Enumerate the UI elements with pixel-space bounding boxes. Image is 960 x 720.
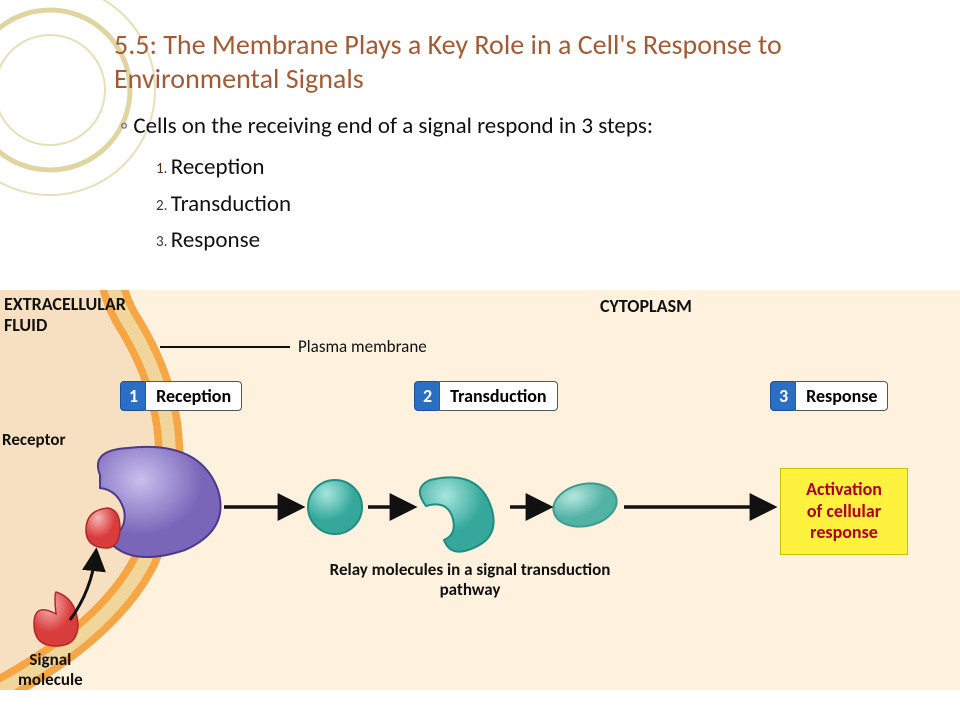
slide-title: 5.5: The Membrane Plays a Key Role in a …: [114, 28, 920, 95]
step-badge-1: 1 Reception: [120, 381, 242, 411]
list-item: 2. Transduction: [156, 186, 900, 223]
label-relay: Relay molecules in a signal transduction…: [290, 560, 650, 599]
response-box: Activationof cellularresponse: [780, 468, 908, 555]
bullet-list: Cells on the receiving end of a signal r…: [120, 108, 900, 259]
step-badge-3: 3 Response: [770, 381, 888, 411]
list-item: 1. Reception: [156, 149, 900, 186]
lead-text: Cells on the receiving end of a signal r…: [120, 108, 900, 145]
label-extracellular: EXTRACELLULARFLUID: [4, 294, 126, 335]
label-plasma-membrane: Plasma membrane: [298, 337, 427, 357]
step-badge-2: 2 Transduction: [414, 381, 558, 411]
list-item: 3. Response: [156, 222, 900, 259]
label-receptor: Receptor: [2, 430, 66, 450]
signal-transduction-diagram: EXTRACELLULARFLUID CYTOPLASM Plasma memb…: [0, 290, 960, 690]
label-cytoplasm: CYTOPLASM: [600, 296, 692, 317]
